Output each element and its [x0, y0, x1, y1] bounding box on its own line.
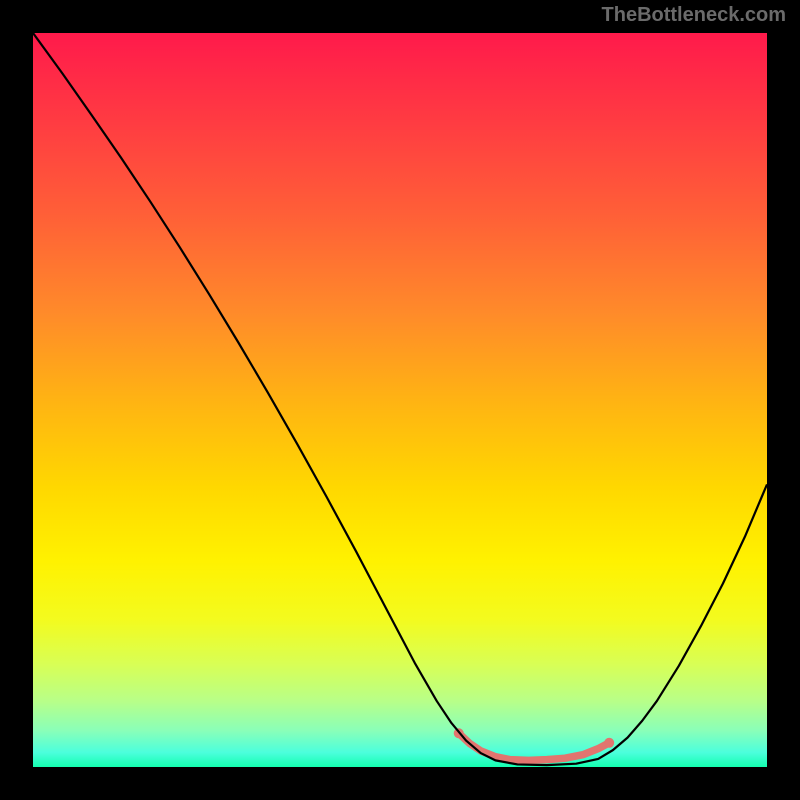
- highlight-endpoint: [604, 738, 614, 748]
- chart-svg: [33, 33, 767, 767]
- watermark-text: TheBottleneck.com: [602, 4, 786, 27]
- bottleneck-curve: [33, 33, 767, 765]
- chart-plot-area: [33, 33, 767, 767]
- highlight-segment: [459, 733, 609, 760]
